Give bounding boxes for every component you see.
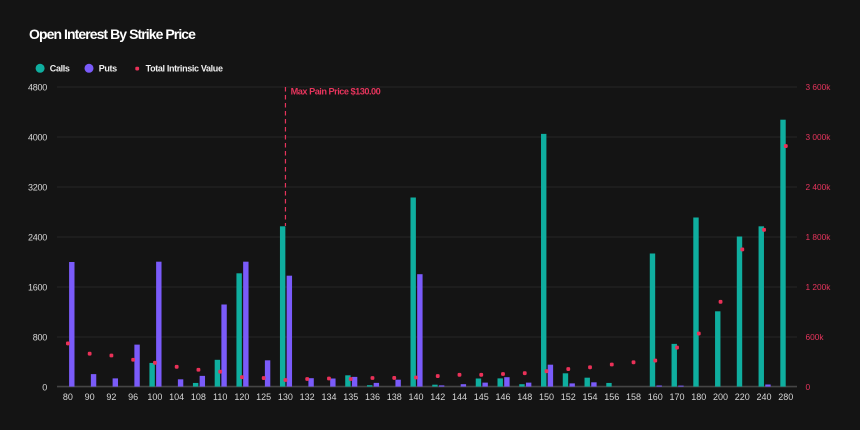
svg-text:96: 96	[128, 392, 138, 402]
svg-text:108: 108	[191, 392, 206, 402]
svg-text:90: 90	[85, 392, 95, 402]
svg-text:1600: 1600	[28, 282, 47, 292]
svg-text:3 600k: 3 600k	[806, 82, 832, 92]
svg-text:135: 135	[343, 392, 358, 402]
svg-text:142: 142	[430, 392, 445, 402]
svg-text:156: 156	[604, 392, 619, 402]
svg-text:152: 152	[561, 392, 576, 402]
svg-text:100: 100	[147, 392, 162, 402]
svg-text:800: 800	[33, 332, 48, 342]
svg-text:Total Intrinsic Value: Total Intrinsic Value	[146, 64, 223, 74]
svg-text:150: 150	[539, 392, 554, 402]
svg-text:125: 125	[256, 392, 271, 402]
svg-text:158: 158	[626, 392, 641, 402]
svg-text:600k: 600k	[806, 332, 825, 342]
svg-text:130: 130	[278, 392, 293, 402]
svg-text:132: 132	[300, 392, 315, 402]
svg-text:4800: 4800	[28, 82, 47, 92]
svg-text:Calls: Calls	[50, 64, 70, 74]
svg-text:160: 160	[648, 392, 663, 402]
svg-text:136: 136	[365, 392, 380, 402]
svg-text:180: 180	[691, 392, 706, 402]
svg-text:138: 138	[387, 392, 402, 402]
svg-text:80: 80	[63, 392, 73, 402]
svg-text:220: 220	[735, 392, 750, 402]
svg-text:240: 240	[757, 392, 772, 402]
svg-text:104: 104	[169, 392, 184, 402]
svg-text:110: 110	[213, 392, 227, 402]
svg-text:3 000k: 3 000k	[806, 132, 832, 142]
svg-text:Puts: Puts	[99, 64, 117, 74]
svg-text:3200: 3200	[28, 182, 47, 192]
svg-text:92: 92	[106, 392, 116, 402]
svg-text:4000: 4000	[28, 132, 47, 142]
svg-text:Open Interest By Strike Price: Open Interest By Strike Price	[29, 26, 196, 42]
svg-text:120: 120	[234, 392, 249, 402]
svg-text:280: 280	[778, 392, 793, 402]
svg-text:144: 144	[452, 392, 467, 402]
svg-text:140: 140	[408, 392, 423, 402]
svg-text:154: 154	[583, 392, 598, 402]
svg-text:200: 200	[713, 392, 728, 402]
svg-text:145: 145	[474, 392, 489, 402]
svg-text:2 400k: 2 400k	[806, 182, 832, 192]
svg-text:146: 146	[495, 392, 510, 402]
svg-text:0: 0	[806, 382, 811, 392]
svg-text:148: 148	[517, 392, 532, 402]
svg-text:170: 170	[670, 392, 685, 402]
svg-text:2400: 2400	[28, 232, 47, 242]
svg-text:Max Pain Price $130.00: Max Pain Price $130.00	[291, 87, 381, 97]
svg-text:1 800k: 1 800k	[806, 232, 832, 242]
svg-text:0: 0	[42, 382, 47, 392]
svg-text:134: 134	[321, 392, 336, 402]
svg-text:1 200k: 1 200k	[806, 282, 832, 292]
